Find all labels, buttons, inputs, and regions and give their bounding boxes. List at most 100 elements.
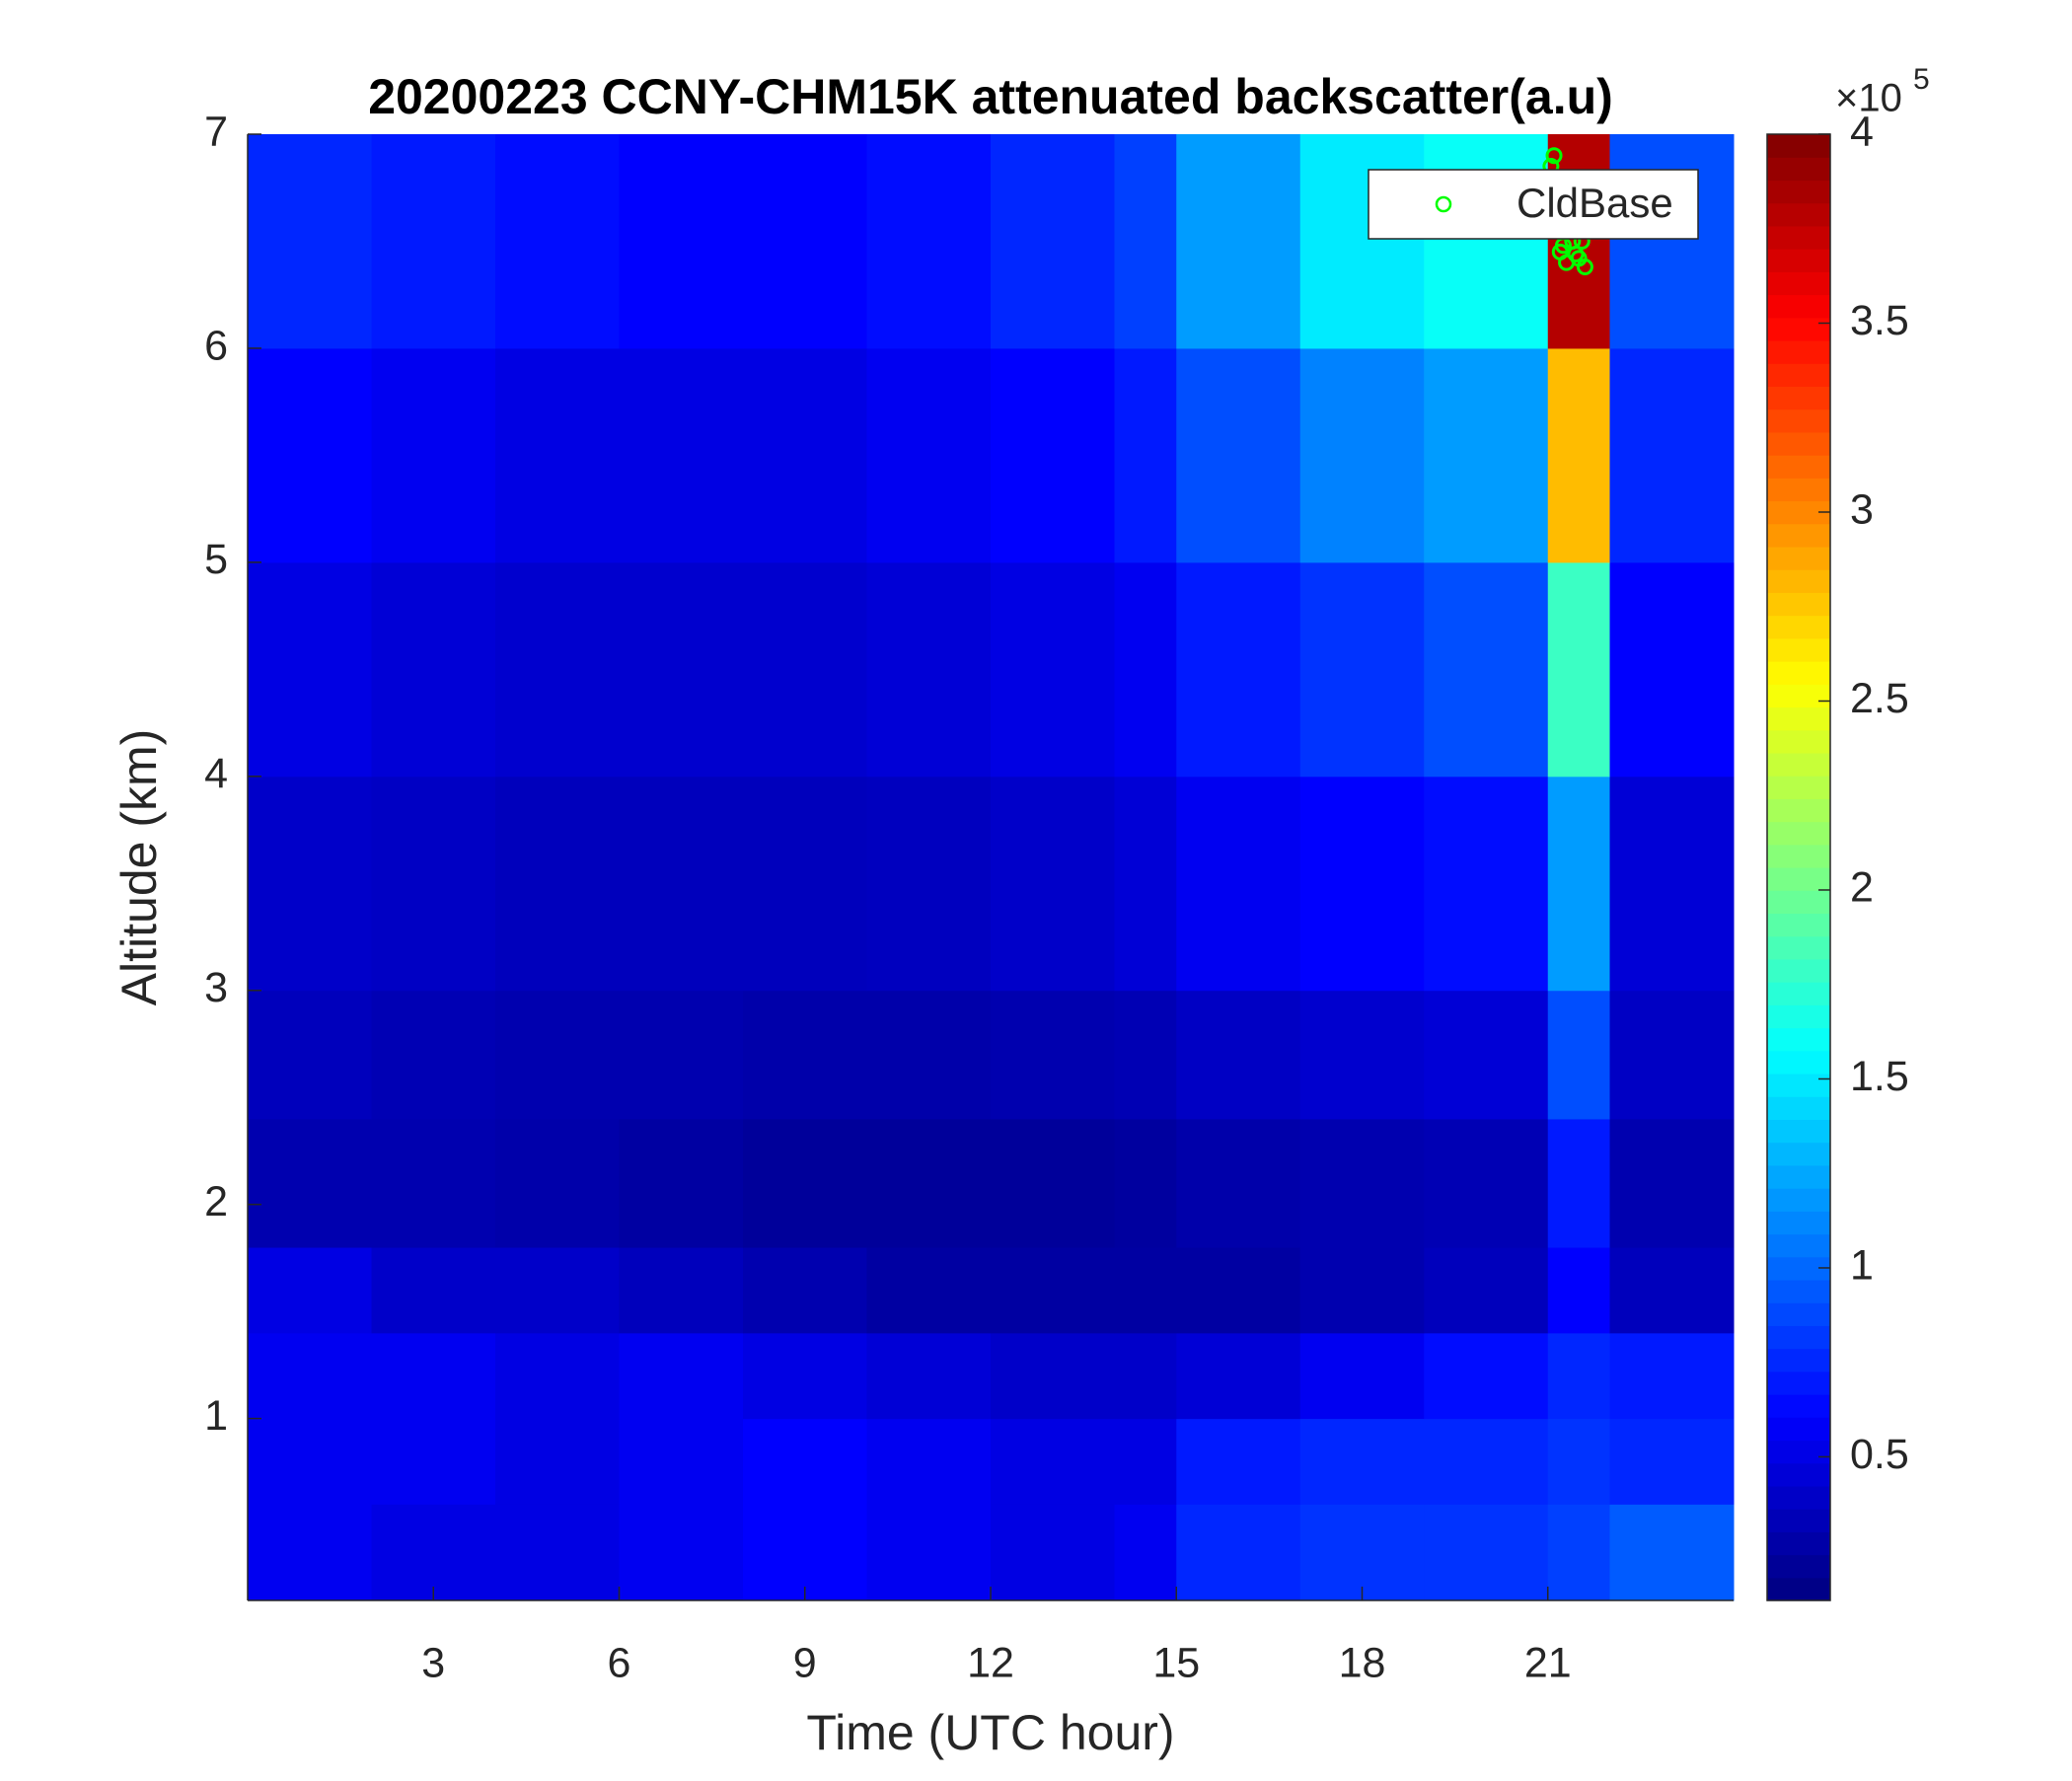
heatmap-cell <box>1299 1247 1425 1334</box>
heatmap-cell <box>619 134 744 349</box>
colorbar-step <box>1767 546 1830 570</box>
heatmap-cell <box>1609 776 1735 992</box>
colorbar-step <box>1767 180 1830 204</box>
heatmap-cell <box>743 1418 867 1505</box>
colorbar-step <box>1767 1348 1830 1373</box>
heatmap-cell <box>1176 561 1301 778</box>
heatmap-cell <box>743 134 867 349</box>
colorbar-step <box>1767 225 1830 250</box>
colorbar-step <box>1767 294 1830 319</box>
colorbar-step <box>1767 1325 1830 1350</box>
colorbar-step <box>1767 1119 1830 1144</box>
heatmap-cell <box>991 561 1115 778</box>
y-tick-label: 3 <box>204 964 228 1011</box>
heatmap-cell <box>991 776 1115 992</box>
heatmap-cell <box>991 990 1115 1120</box>
heatmap-cell <box>1299 1504 1425 1601</box>
colorbar-tick-label: 1.5 <box>1850 1053 1909 1100</box>
colorbar-exponent: 5 <box>1913 63 1930 96</box>
heatmap-cell <box>371 1332 496 1420</box>
heatmap-cell <box>1176 1118 1301 1248</box>
colorbar-step <box>1767 271 1830 296</box>
colorbar-step <box>1767 386 1830 410</box>
heatmap-cell <box>619 776 744 992</box>
heatmap-cell <box>495 134 620 349</box>
colorbar-step <box>1767 982 1830 1005</box>
heatmap-cell <box>991 1332 1115 1420</box>
colorbar-step <box>1767 729 1830 754</box>
heatmap-cell <box>866 990 992 1120</box>
colorbar-step <box>1767 1531 1830 1556</box>
heatmap-cell <box>1176 1247 1301 1334</box>
colorbar-step <box>1767 1142 1830 1166</box>
x-tick-label: 15 <box>1152 1639 1200 1686</box>
colorbar-step <box>1767 1211 1830 1235</box>
heatmap-cell <box>1114 776 1177 992</box>
x-tick-label: 12 <box>967 1639 1014 1686</box>
heatmap-cell <box>1609 1247 1735 1334</box>
colorbar-tick-label: 3.5 <box>1850 297 1909 344</box>
colorbar-step <box>1767 1004 1830 1029</box>
colorbar-step <box>1767 1485 1830 1510</box>
colorbar-step <box>1767 1256 1830 1281</box>
heatmap-cell <box>619 1332 744 1420</box>
heatmap-cell <box>1609 1418 1735 1505</box>
heatmap <box>248 134 1735 1601</box>
heatmap-cell <box>1114 561 1177 778</box>
heatmap-cell <box>1609 561 1735 778</box>
colorbar-step <box>1767 1462 1830 1487</box>
colorbar-step <box>1767 134 1830 158</box>
colorbar-step <box>1767 1302 1830 1326</box>
x-tick-label: 6 <box>608 1639 631 1686</box>
heatmap-cell <box>1547 1418 1610 1505</box>
heatmap-cell <box>1547 1247 1610 1334</box>
x-tick-label: 18 <box>1339 1639 1386 1686</box>
heatmap-cell <box>619 561 744 778</box>
heatmap-cell <box>866 1418 992 1505</box>
heatmap-cell <box>1547 776 1610 992</box>
heatmap-cell <box>1114 134 1177 349</box>
colorbar-step <box>1767 569 1830 593</box>
colorbar-tick-label: 2 <box>1850 863 1874 911</box>
heatmap-cell <box>619 1504 744 1601</box>
x-tick-label: 3 <box>421 1639 445 1686</box>
heatmap-cell <box>248 1118 372 1248</box>
colorbar-tick-label: 2.5 <box>1850 675 1909 722</box>
colorbar-step <box>1767 1577 1830 1601</box>
colorbar-step <box>1767 821 1830 846</box>
y-tick-label: 1 <box>204 1392 228 1440</box>
y-tick-label: 6 <box>204 322 228 369</box>
heatmap-cell <box>371 134 496 349</box>
heatmap-cell <box>1424 561 1549 778</box>
heatmap-cell <box>495 1247 620 1334</box>
heatmap-cell <box>743 990 867 1120</box>
x-tick-label: 21 <box>1524 1639 1572 1686</box>
heatmap-cell <box>743 347 867 563</box>
heatmap-cell <box>495 1118 620 1248</box>
heatmap-cell <box>495 776 620 992</box>
x-axis-label: Time (UTC hour) <box>806 1705 1174 1760</box>
heatmap-cell <box>866 1504 992 1601</box>
heatmap-cell <box>1299 990 1425 1120</box>
colorbar-step <box>1767 408 1830 433</box>
colorbar-step <box>1767 935 1830 960</box>
colorbar-step <box>1767 431 1830 456</box>
heatmap-cell <box>1609 347 1735 563</box>
cloud-base-point <box>1576 258 1593 275</box>
colorbar-step <box>1767 1073 1830 1097</box>
heatmap-cell <box>743 776 867 992</box>
colorbar-step <box>1767 637 1830 662</box>
colorbar-step <box>1767 1554 1830 1579</box>
colorbar-step <box>1767 363 1830 388</box>
heatmap-cell <box>1299 561 1425 778</box>
colorbar-step <box>1767 913 1830 937</box>
heatmap-cell <box>866 134 992 349</box>
heatmap-cell <box>866 776 992 992</box>
colorbar-step <box>1767 706 1830 731</box>
heatmap-cell <box>1176 347 1301 563</box>
heatmap-cell <box>991 1418 1115 1505</box>
heatmap-cell <box>619 1418 744 1505</box>
legend-marker <box>1435 195 1452 213</box>
colorbar-step <box>1767 1440 1830 1464</box>
